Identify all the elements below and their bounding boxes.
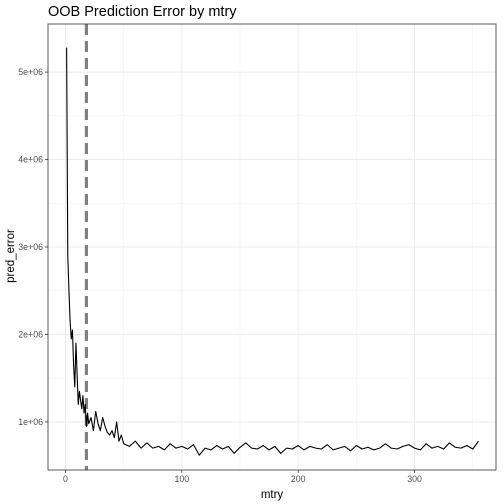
x-axis-title: mtry — [261, 489, 284, 501]
series-layer — [66, 47, 479, 456]
y-tick-label: 4e+06 — [18, 155, 43, 165]
x-tick-label: 200 — [291, 474, 306, 484]
y-tick-label: 3e+06 — [18, 242, 43, 252]
x-tick-label: 0 — [63, 474, 68, 484]
x-axis-ticks: 0 100 200 300 — [63, 470, 422, 484]
y-axis-ticks: 1e+06 2e+06 3e+06 4e+06 5e+06 — [18, 67, 48, 427]
x-tick-label: 300 — [407, 474, 422, 484]
minor-gridlines — [48, 24, 496, 470]
y-tick-label: 5e+06 — [18, 67, 43, 77]
y-tick-label: 1e+06 — [18, 417, 43, 427]
y-axis-title: pred_error — [5, 229, 17, 283]
chart-title: OOB Prediction Error by mtry — [48, 4, 237, 20]
pred-error-line — [66, 47, 479, 456]
y-tick-label: 2e+06 — [18, 329, 43, 339]
major-gridlines — [48, 24, 496, 470]
x-tick-label: 100 — [174, 474, 189, 484]
